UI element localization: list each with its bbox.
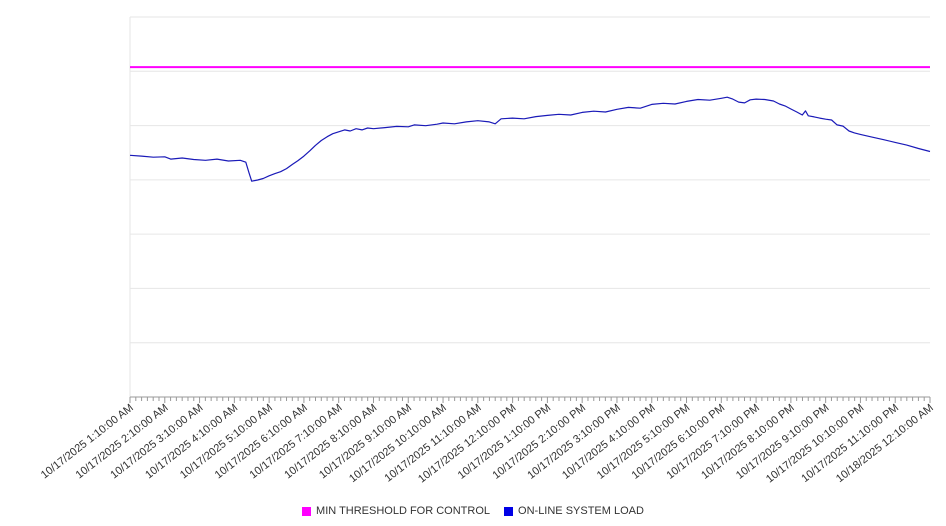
chart-legend: MIN THRESHOLD FOR CONTROL ON-LINE SYSTEM…: [0, 505, 946, 517]
legend-label-system-load: ON-LINE SYSTEM LOAD: [518, 505, 644, 517]
legend-label-min-threshold: MIN THRESHOLD FOR CONTROL: [316, 505, 491, 517]
system-load-line: [129, 96, 931, 182]
system-load-swatch-icon: [504, 506, 514, 516]
legend-item-min-threshold[interactable]: MIN THRESHOLD FOR CONTROL: [302, 505, 490, 517]
legend-item-system-load[interactable]: ON-LINE SYSTEM LOAD: [504, 505, 644, 517]
min-threshold-swatch-icon: [302, 506, 312, 516]
